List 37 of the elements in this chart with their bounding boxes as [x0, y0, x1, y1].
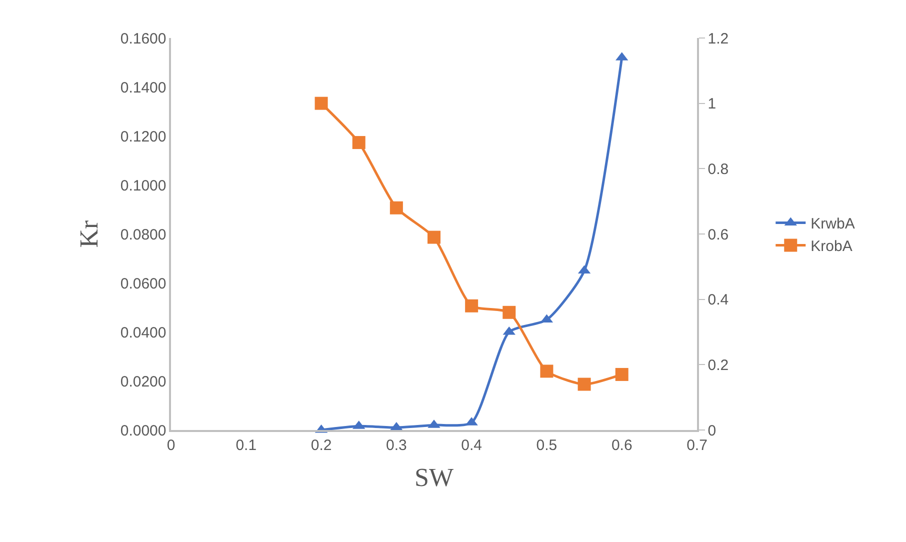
- x-tick-label: 0.2: [310, 436, 332, 454]
- y-tick-label: 0.0000: [120, 422, 166, 440]
- x-tick-label: 0.4: [461, 436, 482, 454]
- legend-label: KrwbA: [810, 216, 855, 233]
- y-tick-label: 0.0200: [120, 373, 166, 390]
- y-tick-label: 0.1600: [120, 30, 166, 48]
- point: [615, 368, 628, 381]
- point: [502, 306, 516, 319]
- point: [352, 136, 366, 150]
- point: [540, 364, 554, 378]
- y2-tick-label: 1: [708, 96, 716, 113]
- point: [465, 299, 478, 312]
- point: [390, 201, 403, 214]
- x-axis-title: SW: [414, 462, 454, 492]
- y2-tick-label: 0: [708, 422, 716, 440]
- y-tick-label: 0.1000: [120, 177, 166, 194]
- legend-label: KrobA: [810, 238, 852, 256]
- x-tick-label: 0.3: [386, 436, 407, 454]
- point: [428, 230, 440, 244]
- y2-tick-label: 0.2: [708, 356, 729, 374]
- y-axis-title: Kr: [74, 220, 104, 248]
- x-tick-label: 0.5: [536, 436, 558, 454]
- y-tick-label: 0.0800: [120, 226, 166, 244]
- y-tick-label: 0.0400: [120, 324, 166, 342]
- y-tick-label: 0.1200: [120, 128, 166, 146]
- point: [314, 96, 328, 110]
- y-tick-label: 0.1400: [120, 79, 166, 96]
- point: [578, 378, 591, 391]
- x-tick-label: 0.1: [236, 436, 257, 454]
- y2-tick-label: 1.2: [708, 30, 729, 48]
- y2-tick-label: 0.8: [708, 160, 729, 178]
- x-tick-label: 0.7: [686, 436, 708, 454]
- x-tick-label: 0: [166, 436, 176, 454]
- y2-tick-label: 0.4: [708, 292, 729, 309]
- y-tick-label: 0.0600: [120, 275, 166, 292]
- x-tick-label: 0.6: [611, 436, 632, 454]
- y2-tick-label: 0.6: [708, 226, 729, 244]
